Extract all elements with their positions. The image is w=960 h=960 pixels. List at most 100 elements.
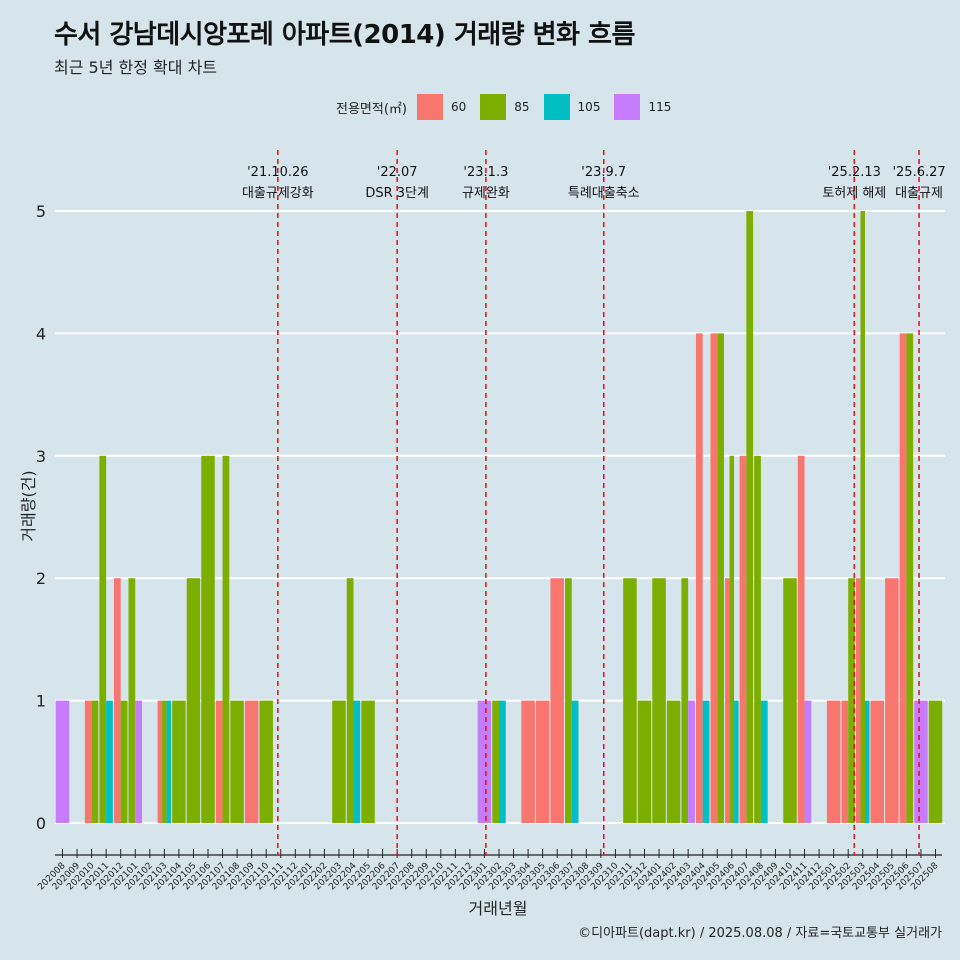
bar-85-202405 [717,333,724,823]
bar-115-202301 [477,700,492,823]
bar-60-202502 [841,700,849,823]
bar-60-202405 [710,333,718,823]
bar-115-202008 [55,700,70,823]
event-text-label: DSR 3단계 [365,186,429,201]
y-tick-label: 4 [36,324,46,343]
bar-60-202109 [244,700,259,823]
event-date-label: '23.9.7 [581,165,626,180]
x-axis-title: 거래년월 [469,899,528,918]
y-tick-label: 2 [36,569,46,588]
y-tick-label: 3 [36,447,46,466]
legend-label-60: 60 [450,100,467,114]
event-text-label: 대출규제강화 [242,186,314,201]
bar-85-202406 [729,455,735,823]
bar-85-202011 [99,455,107,823]
bar-85-202106 [201,455,215,823]
bar-60-202306 [550,578,564,823]
bar-85-202502 [848,578,855,823]
legend-item-60: 60 [416,94,470,120]
legend-item-85: 85 [480,94,533,120]
bar-85-202408 [754,455,761,823]
event-date-label: '21.10.26 [247,165,308,180]
bar-105-202204 [353,700,361,823]
legend-swatch-85 [480,94,507,120]
legend-title: 전용면적(㎡) [336,101,407,117]
bar-85-202302 [492,700,499,823]
bar-85-202410 [783,578,797,823]
bar-85-202407 [746,211,754,823]
bar-85-202204 [346,578,354,823]
bar-85-202103 [162,700,167,823]
bar-85-202110 [259,700,273,823]
bar-105-202406 [734,700,739,823]
bar-85-202108 [230,700,244,823]
bar-105-202503 [865,700,870,823]
bar-60-202404 [695,333,703,823]
bar-60-202505 [885,578,899,823]
bar-60-202010 [84,700,92,823]
bar-85-202401 [652,578,666,823]
bar-60-202503 [856,578,861,823]
bar-115-202507 [914,700,928,823]
bar-115-202101 [135,700,142,823]
event-date-label: '25.2.13 [828,165,881,180]
bar-85-202101 [128,578,136,823]
bar-85-202311 [623,578,637,823]
bar-85-202506 [906,333,914,823]
bar-85-202105 [186,578,201,823]
bar-60-202305 [535,700,550,823]
legend-label-85: 85 [514,100,530,114]
bar-85-202402 [666,700,681,823]
event-text-label: 대출규제 [895,186,943,201]
bar-60-202107 [215,700,223,823]
y-axis-title: 거래량(건) [19,470,38,541]
bar-60-202304 [521,700,535,823]
bar-60-202411 [797,455,805,823]
bar-105-202011 [106,700,113,823]
bar-60-202103 [157,700,163,823]
legend-item-115: 115 [614,94,675,120]
bar-105-202404 [702,700,710,823]
legend-swatch-115 [614,94,641,120]
bar-60-202012 [113,578,121,823]
bar-60-202501 [826,700,841,823]
legend-label-115: 115 [648,100,672,114]
bar-60-202504 [870,700,885,823]
bar-85-202307 [565,578,572,823]
bar-105-202307 [571,700,579,823]
bar-85-202403 [681,578,689,823]
bar-85-202104 [172,700,186,823]
legend-item-105: 105 [543,94,605,120]
source-caption: ©디아파트(dapt.kr) / 2025.08.08 / 자료=국토교통부 실… [578,926,942,941]
bar-85-202205 [361,700,375,823]
chart-title: 수서 강남데시앙포레 아파트(2014) 거래량 변화 흐름 [54,20,635,50]
event-date-label: '25.6.27 [892,165,945,180]
chart-subtitle: 최근 5년 한정 확대 차트 [54,58,218,77]
bar-115-202403 [688,700,695,823]
y-tick-label: 5 [36,202,46,221]
bar-85-202312 [637,700,652,823]
event-text-label: 토허제 해제 [822,186,886,201]
bar-85-202503 [860,211,865,823]
bar-85-202508 [928,700,943,823]
bar-85-202203 [332,700,346,823]
event-text-label: 특례대출축소 [568,186,640,201]
y-tick-label: 1 [36,692,46,711]
bar-105-202103 [166,700,172,823]
bar-105-202302 [499,700,506,823]
y-tick-label: 0 [36,814,46,833]
legend-swatch-105 [543,94,570,120]
bar-115-202411 [804,700,812,823]
event-text-label: 규제완화 [462,186,510,201]
legend-swatch-60 [416,94,443,120]
legend: 전용면적(㎡) 60 85 105 115 [336,93,685,121]
bar-60-202506 [899,333,907,823]
legend-label-105: 105 [577,100,601,114]
event-date-label: '22.07 [377,165,418,180]
bar-60-202407 [739,455,747,823]
bar-85-202012 [120,700,128,823]
bar-60-202406 [725,578,730,823]
bar-85-202010 [91,700,99,823]
bar-105-202408 [760,700,768,823]
